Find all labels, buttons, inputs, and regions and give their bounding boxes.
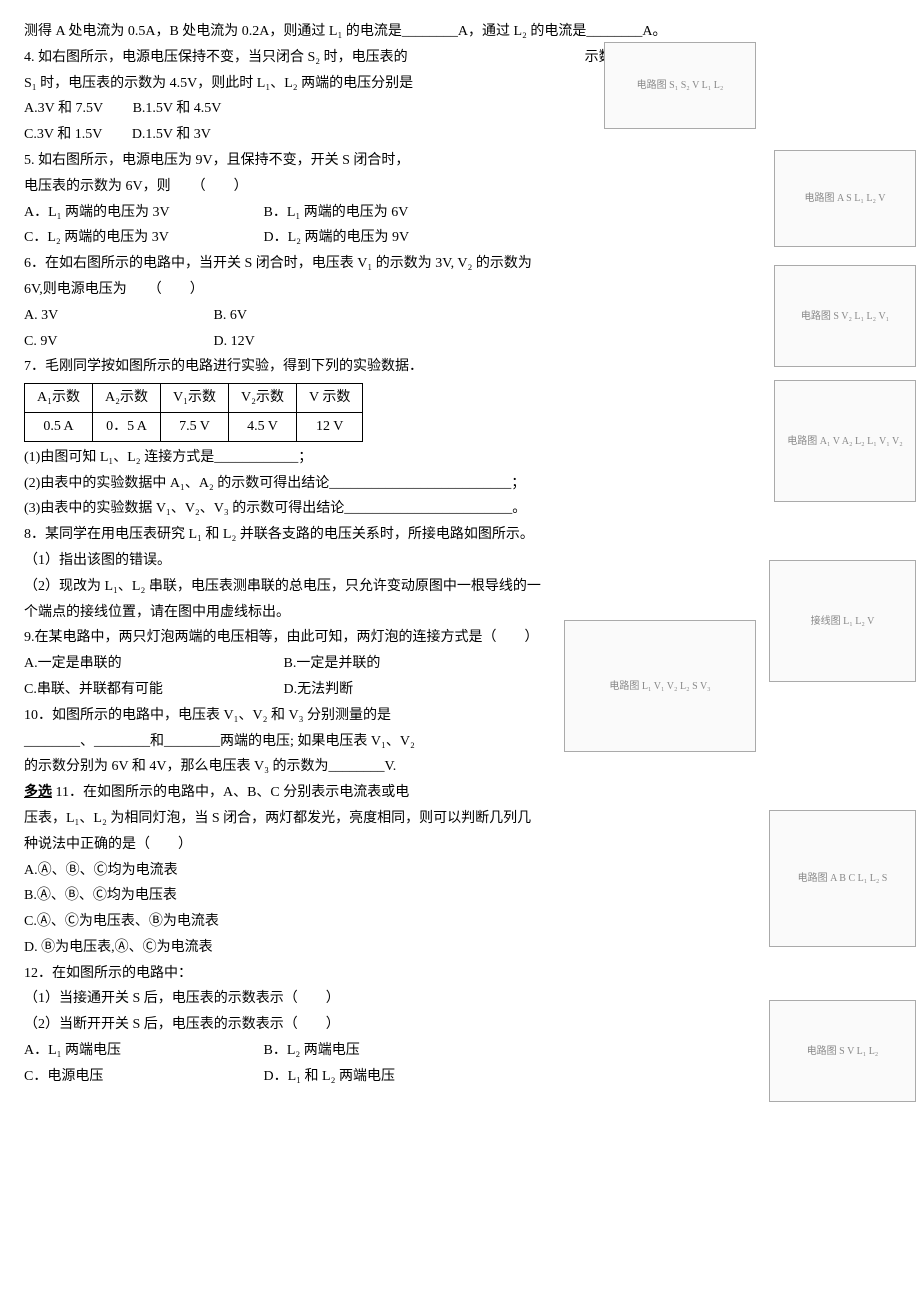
figure-q11: 电路图 A B C L₁ L₂ S bbox=[769, 810, 916, 947]
q4-opt-c[interactable]: C.3V 和 1.5V bbox=[24, 123, 102, 147]
figure-q10: 电路图 L₁ V₁ V₂ L₂ S V₃ bbox=[564, 620, 756, 752]
q9-opt-c[interactable]: C.串联、并联都有可能 bbox=[24, 678, 254, 702]
q10-text-b: ________、________和________两端的电压; 如果电压表 V… bbox=[24, 730, 544, 754]
q6-opts-row1: A. 3V B. 6V bbox=[24, 304, 764, 328]
q5-text-a: 5. 如右图所示，电源电压为 9V，且保持不变，开关 S 闭合时， bbox=[24, 149, 764, 173]
q4-text-a: 4. 如右图所示，电源电压保持不变，当只闭合 S₂ 时，电压表的 bbox=[24, 50, 408, 65]
q5-opt-c[interactable]: C．L₂ 两端的电压为 3V bbox=[24, 226, 234, 250]
td-v2: 4.5 V bbox=[229, 412, 297, 441]
figure-q12: 电路图 S V L₁ L₂ bbox=[769, 1000, 916, 1102]
q10-text-a: 10．如图所示的电路中，电压表 V₁、V₂ 和 V₃ 分别测量的是 bbox=[24, 704, 544, 728]
q5-opt-b[interactable]: B．L₁ 两端的电压为 6V bbox=[264, 201, 409, 225]
q5-opts-row2: C．L₂ 两端的电压为 3V D．L₂ 两端的电压为 9V bbox=[24, 226, 764, 250]
multi-select-label: 多选 bbox=[24, 785, 52, 800]
q11-opt-a[interactable]: A.Ⓐ、Ⓑ、Ⓒ均为电流表 bbox=[24, 859, 764, 883]
td-a1: 0.5 A bbox=[25, 412, 93, 441]
q11-opt-c[interactable]: C.Ⓐ、Ⓒ为电压表、Ⓑ为电流表 bbox=[24, 910, 764, 934]
q12-opts-row1: A．L₁ 两端电压 B．L₂ 两端电压 bbox=[24, 1039, 764, 1063]
q12-opt-c[interactable]: C．电源电压 bbox=[24, 1065, 234, 1089]
intro-line: 测得 A 处电流为 0.5A，B 处电流为 0.2A，则通过 L₁ 的电流是__… bbox=[24, 20, 764, 44]
th-a2: A₂示数 bbox=[93, 384, 161, 413]
q6-opt-d[interactable]: D. 12V bbox=[214, 330, 255, 354]
q4-text-c: S₁ 时，电压表的示数为 4.5V，则此时 L₁、L₂ 两端的电压分别是 bbox=[24, 76, 413, 91]
q11-opt-d[interactable]: D. Ⓑ为电压表,Ⓐ、Ⓒ为电流表 bbox=[24, 936, 764, 960]
q12-text: 12．在如图所示的电路中： bbox=[24, 962, 764, 986]
td-a2: 0．5 A bbox=[93, 412, 161, 441]
th-v2: V₂示数 bbox=[229, 384, 297, 413]
q8-sub1: （1）指出该图的错误。 bbox=[24, 549, 764, 573]
figure-q6: 电路图 S V₂ L₁ L₂ V₁ bbox=[774, 265, 916, 367]
q9-opt-a[interactable]: A.一定是串联的 bbox=[24, 652, 254, 676]
q6-text-a: 6．在如右图所示的电路中，当开关 S 闭合时，电压表 V₁ 的示数为 3V, V… bbox=[24, 252, 764, 276]
q8-text-a: 8．某同学在用电压表研究 L₁ 和 L₂ 并联各支路的电压关系时，所接电路如图所… bbox=[24, 523, 764, 547]
q6-opt-b[interactable]: B. 6V bbox=[214, 304, 247, 328]
q11-text-b: 种说法中正确的是（ ） bbox=[24, 833, 764, 857]
figure-q7: 电路图 A₁ V A₂ L₂ L₁ V₁ V₂ bbox=[774, 380, 916, 502]
q5-text-b: 电压表的示数为 6V，则 （ ） bbox=[24, 175, 764, 199]
figure-q8: 接线图 L₁ L₂ V bbox=[769, 560, 916, 682]
table-header-row: A₁示数 A₂示数 V₁示数 V₂示数 V 示数 bbox=[25, 384, 363, 413]
th-v1: V₁示数 bbox=[161, 384, 229, 413]
figure-q5: 电路图 A S L₁ L₂ V bbox=[774, 150, 916, 247]
q5-opts-row1: A．L₁ 两端的电压为 3V B．L₁ 两端的电压为 6V bbox=[24, 201, 764, 225]
q7-table: A₁示数 A₂示数 V₁示数 V₂示数 V 示数 0.5 A 0．5 A 7.5… bbox=[24, 383, 363, 442]
th-v: V 示数 bbox=[297, 384, 363, 413]
q6-text-b: 6V,则电源电压为 （ ） bbox=[24, 278, 764, 302]
q7-sub1: (1)由图可知 L₁、L₂ 连接方式是____________； bbox=[24, 446, 764, 470]
figure-q4: 电路图 S₁ S₂ V L₁ L₂ bbox=[604, 42, 756, 129]
q6-opt-c[interactable]: C. 9V bbox=[24, 330, 184, 354]
q4-opt-d[interactable]: D.1.5V 和 3V bbox=[132, 123, 211, 147]
q6-opts-row2: C. 9V D. 12V bbox=[24, 330, 764, 354]
th-a1: A₁示数 bbox=[25, 384, 93, 413]
q11-opt-b[interactable]: B.Ⓐ、Ⓑ、Ⓒ均为电压表 bbox=[24, 884, 764, 908]
q10-text-d: 多选 11．在如图所示的电路中，A、B、C 分别表示电流表或电 bbox=[24, 781, 544, 805]
q9-opt-b[interactable]: B.一定是并联的 bbox=[284, 652, 381, 676]
q5-opt-d[interactable]: D．L₂ 两端的电压为 9V bbox=[264, 226, 410, 250]
q12-sub1: （1）当接通开关 S 后，电压表的示数表示（ ） bbox=[24, 987, 764, 1011]
q4-opt-b[interactable]: B.1.5V 和 4.5V bbox=[133, 97, 222, 121]
q7-text: 7．毛刚同学按如图所示的电路进行实验，得到下列的实验数据． bbox=[24, 355, 764, 379]
q5-opt-a[interactable]: A．L₁ 两端的电压为 3V bbox=[24, 201, 234, 225]
q9-opt-d[interactable]: D.无法判断 bbox=[284, 678, 354, 702]
q6-opt-a[interactable]: A. 3V bbox=[24, 304, 184, 328]
table-row: 0.5 A 0．5 A 7.5 V 4.5 V 12 V bbox=[25, 412, 363, 441]
q11-text-a: 压表，L₁、L₂ 为相同灯泡，当 S 闭合，两灯都发光，亮度相同，则可以判断几列… bbox=[24, 807, 764, 831]
q12-opt-d[interactable]: D．L₁ 和 L₂ 两端电压 bbox=[264, 1065, 395, 1089]
q12-opt-b[interactable]: B．L₂ 两端电压 bbox=[264, 1039, 360, 1063]
td-v: 12 V bbox=[297, 412, 363, 441]
td-v1: 7.5 V bbox=[161, 412, 229, 441]
q12-sub2: （2）当断开开关 S 后，电压表的示数表示（ ） bbox=[24, 1013, 764, 1037]
q12-opts-row2: C．电源电压 D．L₁ 和 L₂ 两端电压 bbox=[24, 1065, 764, 1089]
q7-sub2: (2)由表中的实验数据中 A₁、A₂ 的示数可得出结论_____________… bbox=[24, 472, 764, 496]
q7-sub3: (3)由表中的实验数据 V₁、V₂、V₃ 的示数可得出结论___________… bbox=[24, 497, 764, 521]
q4-opt-a[interactable]: A.3V 和 7.5V bbox=[24, 97, 103, 121]
q8-sub2a: （2）现改为 L₁、L₂ 串联，电压表测串联的总电压，只允许变动原图中一根导线的… bbox=[24, 575, 764, 599]
q10-text-d-body: 11．在如图所示的电路中，A、B、C 分别表示电流表或电 bbox=[56, 785, 410, 800]
q12-opt-a[interactable]: A．L₁ 两端电压 bbox=[24, 1039, 234, 1063]
q10-text-c: 的示数分别为 6V 和 4V，那么电压表 V₃ 的示数为________V. bbox=[24, 755, 544, 779]
